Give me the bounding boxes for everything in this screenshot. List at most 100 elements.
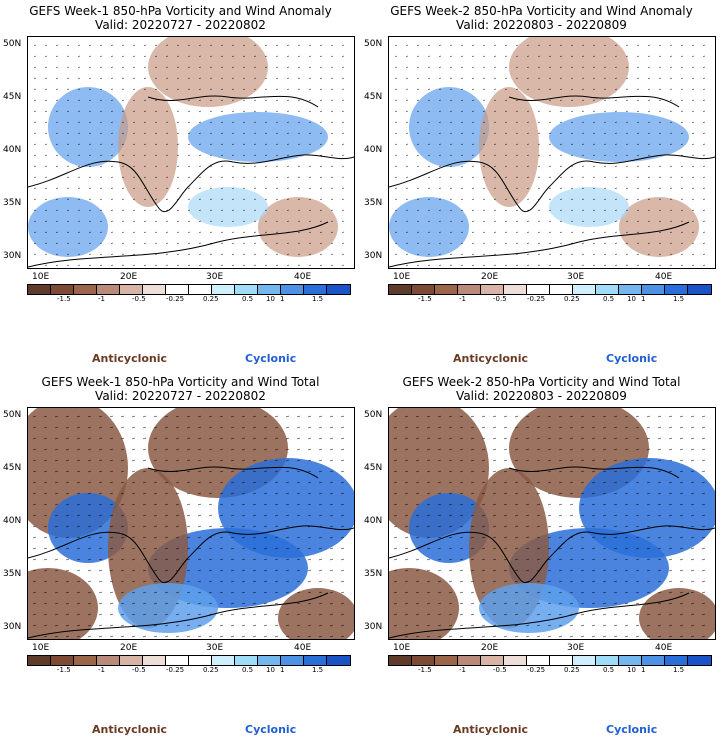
colorbar-swatch	[688, 656, 711, 665]
wind-vector	[33, 99, 37, 101]
wind-vector	[230, 558, 235, 561]
wind-vector	[263, 580, 268, 583]
wind-vector	[197, 448, 202, 451]
wind-vector	[329, 459, 334, 462]
wind-vector	[220, 154, 224, 156]
longitude-label: 20E	[120, 643, 138, 653]
wind-vector	[691, 176, 695, 178]
wind-vector	[297, 66, 301, 68]
wind-vector	[503, 602, 508, 605]
wind-vector	[658, 242, 662, 244]
wind-vector	[492, 492, 497, 495]
wind-vector	[657, 635, 662, 638]
colorbar-label: -0.25	[527, 295, 546, 303]
wind-vector	[537, 88, 541, 90]
wind-vector	[624, 503, 629, 506]
colorbar-label: 1	[280, 295, 285, 303]
colorbar-swatch	[550, 285, 573, 294]
colorbar-swatch	[665, 656, 688, 665]
wind-vector	[330, 187, 334, 189]
wind-vector	[691, 66, 695, 68]
wind-vector	[33, 143, 37, 145]
wind-vector	[77, 143, 81, 145]
wind-vector	[658, 66, 662, 68]
wind-vector	[98, 415, 103, 418]
wind-vector	[679, 503, 684, 506]
wind-vector	[33, 121, 37, 123]
wind-vector	[142, 580, 147, 583]
wind-vector	[404, 503, 409, 506]
wind-vector	[307, 481, 312, 484]
wind-vector	[98, 503, 103, 506]
wind-vector	[416, 55, 420, 57]
wind-vector	[275, 231, 279, 233]
wind-vector	[646, 448, 651, 451]
wind-vector	[55, 187, 59, 189]
wind-vector	[691, 143, 695, 145]
wind-vector	[405, 209, 409, 211]
wind-vector	[76, 437, 81, 440]
wind-vector	[252, 437, 257, 440]
wind-vector	[646, 558, 651, 561]
wind-vector	[393, 635, 398, 638]
wind-vector	[197, 547, 202, 550]
wind-vector	[591, 580, 596, 583]
wind-vector	[415, 635, 420, 638]
wind-vector	[132, 253, 136, 255]
wind-vector	[142, 415, 147, 418]
wind-vector	[32, 591, 37, 594]
wind-vector	[580, 459, 585, 462]
wind-vector	[514, 624, 519, 627]
wind-vector	[514, 426, 519, 429]
wind-vector	[658, 231, 662, 233]
wind-vector	[459, 448, 464, 451]
wind-vector	[416, 121, 420, 123]
wind-vector	[580, 547, 585, 550]
wind-vector	[121, 99, 125, 101]
wind-vector	[275, 121, 279, 123]
wind-vector	[437, 503, 442, 506]
wind-vector	[558, 569, 563, 572]
wind-vector	[679, 591, 684, 594]
wind-vector	[252, 503, 257, 506]
wind-vector	[88, 154, 92, 156]
wind-vector	[296, 591, 301, 594]
wind-vector	[274, 569, 279, 572]
colorbar-label: -0.5	[493, 295, 507, 303]
wind-vector	[66, 99, 70, 101]
wind-vector	[253, 220, 257, 222]
wind-vector	[625, 242, 629, 244]
wind-vector	[219, 624, 224, 627]
wind-vector	[701, 536, 706, 539]
coastline	[28, 466, 354, 639]
wind-vector	[558, 624, 563, 627]
wind-vector	[110, 209, 114, 211]
wind-vector	[175, 613, 180, 616]
wind-vector	[669, 55, 673, 57]
wind-vector	[330, 231, 334, 233]
wind-vector	[460, 44, 464, 46]
wind-vector	[109, 613, 114, 616]
latitude-label: 40N	[3, 516, 22, 526]
wind-vector	[625, 176, 629, 178]
wind-vector	[526, 88, 530, 90]
wind-vector	[470, 492, 475, 495]
wind-vector	[525, 470, 530, 473]
wind-vector	[592, 121, 596, 123]
wind-vector	[98, 536, 103, 539]
wind-vector	[198, 121, 202, 123]
wind-vector	[493, 77, 497, 79]
wind-vector	[165, 209, 169, 211]
wind-vector	[448, 580, 453, 583]
wind-vector	[308, 253, 312, 255]
wind-vector	[209, 66, 213, 68]
wind-vector	[602, 448, 607, 451]
wind-vector	[340, 591, 345, 594]
wind-vector	[657, 470, 662, 473]
wind-vector	[175, 426, 180, 429]
wind-vector	[176, 55, 180, 57]
wind-vector	[340, 536, 345, 539]
wind-vector	[536, 514, 541, 517]
wind-vector	[558, 437, 563, 440]
wind-vector	[99, 99, 103, 101]
